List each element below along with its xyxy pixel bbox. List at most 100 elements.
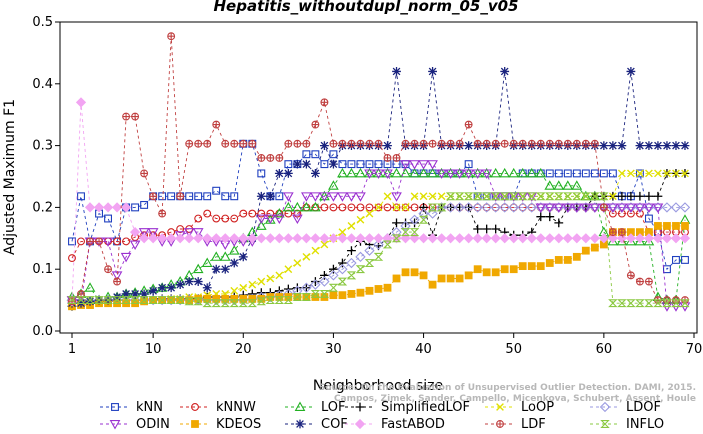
data-point — [626, 271, 635, 280]
data-point — [338, 139, 347, 148]
data-point — [230, 286, 239, 295]
data-point — [536, 139, 545, 148]
data-point — [346, 271, 357, 280]
data-point — [400, 160, 411, 170]
data-point — [302, 139, 311, 148]
y-tick-label: 0.5 — [32, 15, 53, 30]
x-tick-label: 50 — [505, 342, 522, 357]
data-point — [481, 192, 492, 201]
data-point — [410, 268, 419, 277]
data-point — [354, 418, 366, 430]
data-point — [239, 139, 248, 148]
data-point — [383, 203, 392, 212]
data-point — [274, 296, 285, 305]
data-point — [581, 192, 591, 201]
data-point — [355, 265, 366, 274]
data-point — [401, 203, 410, 212]
data-point — [554, 192, 564, 201]
data-point — [409, 160, 420, 170]
data-point — [293, 259, 302, 267]
data-point — [102, 202, 114, 213]
data-point — [482, 139, 491, 148]
data-point — [148, 286, 158, 296]
data-point — [617, 191, 627, 201]
data-point — [562, 233, 573, 244]
data-point — [111, 271, 123, 281]
data-point — [283, 169, 293, 178]
data-point — [445, 233, 456, 244]
data-point — [580, 203, 592, 213]
data-point — [191, 403, 199, 411]
data-point — [536, 262, 545, 271]
data-point — [185, 296, 194, 305]
data-point — [464, 141, 474, 150]
data-point — [346, 192, 357, 202]
data-point — [319, 192, 330, 202]
plot-frame — [59, 21, 698, 334]
data-point — [392, 203, 401, 212]
data-point — [283, 192, 294, 202]
data-point — [111, 403, 119, 411]
data-point — [229, 233, 240, 244]
data-point — [472, 192, 483, 201]
chart-title: Hepatitis_withoutdupl_norm_05_v05 — [214, 0, 519, 15]
legend-label: LoOP — [521, 400, 554, 415]
data-point — [211, 233, 222, 244]
data-point — [346, 167, 357, 178]
data-point — [590, 169, 599, 178]
x-tick-label: 1 — [68, 342, 76, 357]
data-point — [644, 277, 653, 286]
data-point — [104, 265, 113, 274]
data-point — [644, 191, 654, 201]
data-point — [454, 202, 465, 213]
legend-item: kNN — [100, 400, 163, 415]
data-point — [212, 186, 221, 195]
data-point — [275, 271, 284, 280]
data-point — [617, 209, 626, 218]
data-point — [191, 420, 199, 428]
data-point — [301, 201, 312, 212]
data-point — [490, 233, 501, 244]
data-point — [545, 259, 554, 267]
data-point — [257, 294, 266, 303]
data-point — [544, 203, 556, 213]
data-point — [239, 209, 248, 218]
data-point — [328, 270, 339, 281]
data-point — [527, 262, 536, 271]
data-point — [562, 203, 574, 213]
data-point — [355, 167, 366, 178]
data-point — [553, 203, 565, 213]
source-watermark-line2: Campos, Zimek, Sander, Campello, Micenko… — [334, 394, 696, 404]
data-point — [428, 139, 437, 148]
data-point — [175, 296, 185, 305]
data-point — [337, 264, 348, 275]
data-point — [194, 192, 203, 201]
data-point — [607, 203, 619, 213]
data-point — [138, 228, 150, 238]
data-point — [499, 202, 510, 213]
data-point — [608, 141, 618, 150]
data-point — [238, 252, 248, 262]
data-point — [338, 203, 347, 212]
data-point — [373, 252, 384, 261]
data-point — [265, 296, 276, 305]
data-point — [365, 160, 374, 169]
data-point — [517, 192, 528, 201]
data-point — [365, 209, 374, 218]
data-point — [481, 169, 493, 179]
data-point — [563, 139, 572, 148]
data-point — [644, 141, 654, 150]
data-point — [672, 169, 680, 178]
legend-label: LOF — [321, 400, 346, 415]
data-point — [346, 257, 357, 269]
data-point — [219, 251, 231, 261]
data-point — [392, 67, 401, 76]
data-point — [499, 167, 511, 178]
data-point — [292, 233, 303, 244]
data-point — [374, 160, 383, 169]
data-point — [221, 192, 230, 201]
data-point — [338, 258, 347, 268]
data-point — [455, 139, 464, 148]
data-point — [264, 214, 276, 225]
y-tick-label: 0.2 — [32, 200, 53, 215]
